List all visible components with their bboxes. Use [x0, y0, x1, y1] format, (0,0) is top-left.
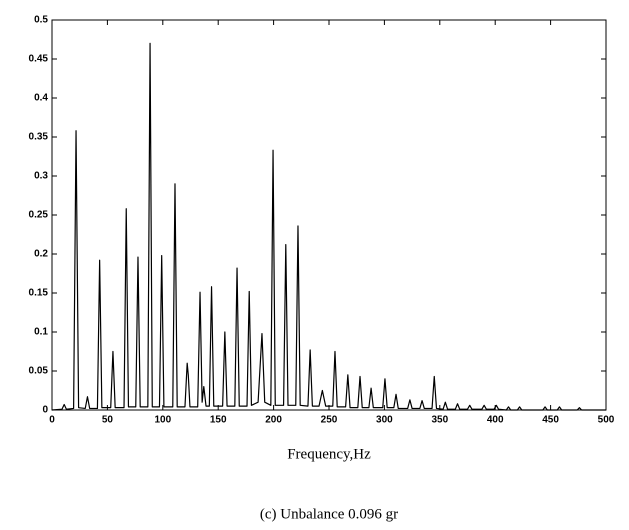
- x-tick-label: 350: [431, 415, 448, 426]
- y-tick-label: 0.3: [34, 171, 48, 182]
- x-tick-label: 450: [542, 415, 559, 426]
- x-tick-label: 300: [376, 415, 393, 426]
- x-tick-label: 0: [49, 415, 55, 426]
- y-tick-label: 0.45: [29, 54, 49, 65]
- y-tick-label: 0.25: [29, 210, 49, 221]
- x-tick-label: 150: [210, 415, 227, 426]
- x-tick-label: 500: [598, 415, 615, 426]
- y-tick-label: 0.05: [29, 366, 49, 377]
- plot-frame: [51, 19, 607, 411]
- x-tick-label: 100: [154, 415, 171, 426]
- x-tick-label: 250: [321, 415, 338, 426]
- y-tick-label: 0.5: [34, 15, 48, 26]
- y-tick-label: 0.2: [34, 249, 48, 260]
- y-tick-label: 0.15: [29, 288, 49, 299]
- x-tick-label: 50: [102, 415, 114, 426]
- x-tick-label: 400: [487, 415, 504, 426]
- x-axis-label: Frequency,Hz: [287, 446, 371, 462]
- y-tick-label: 0.1: [34, 327, 48, 338]
- spectrum-line: [51, 42, 606, 411]
- y-tick-label: 0: [42, 405, 48, 416]
- caption: (c) Unbalance 0.096 gr: [260, 506, 398, 522]
- y-tick-label: 0.4: [34, 93, 48, 104]
- y-tick-label: 0.35: [29, 132, 49, 143]
- x-tick-label: 200: [265, 415, 282, 426]
